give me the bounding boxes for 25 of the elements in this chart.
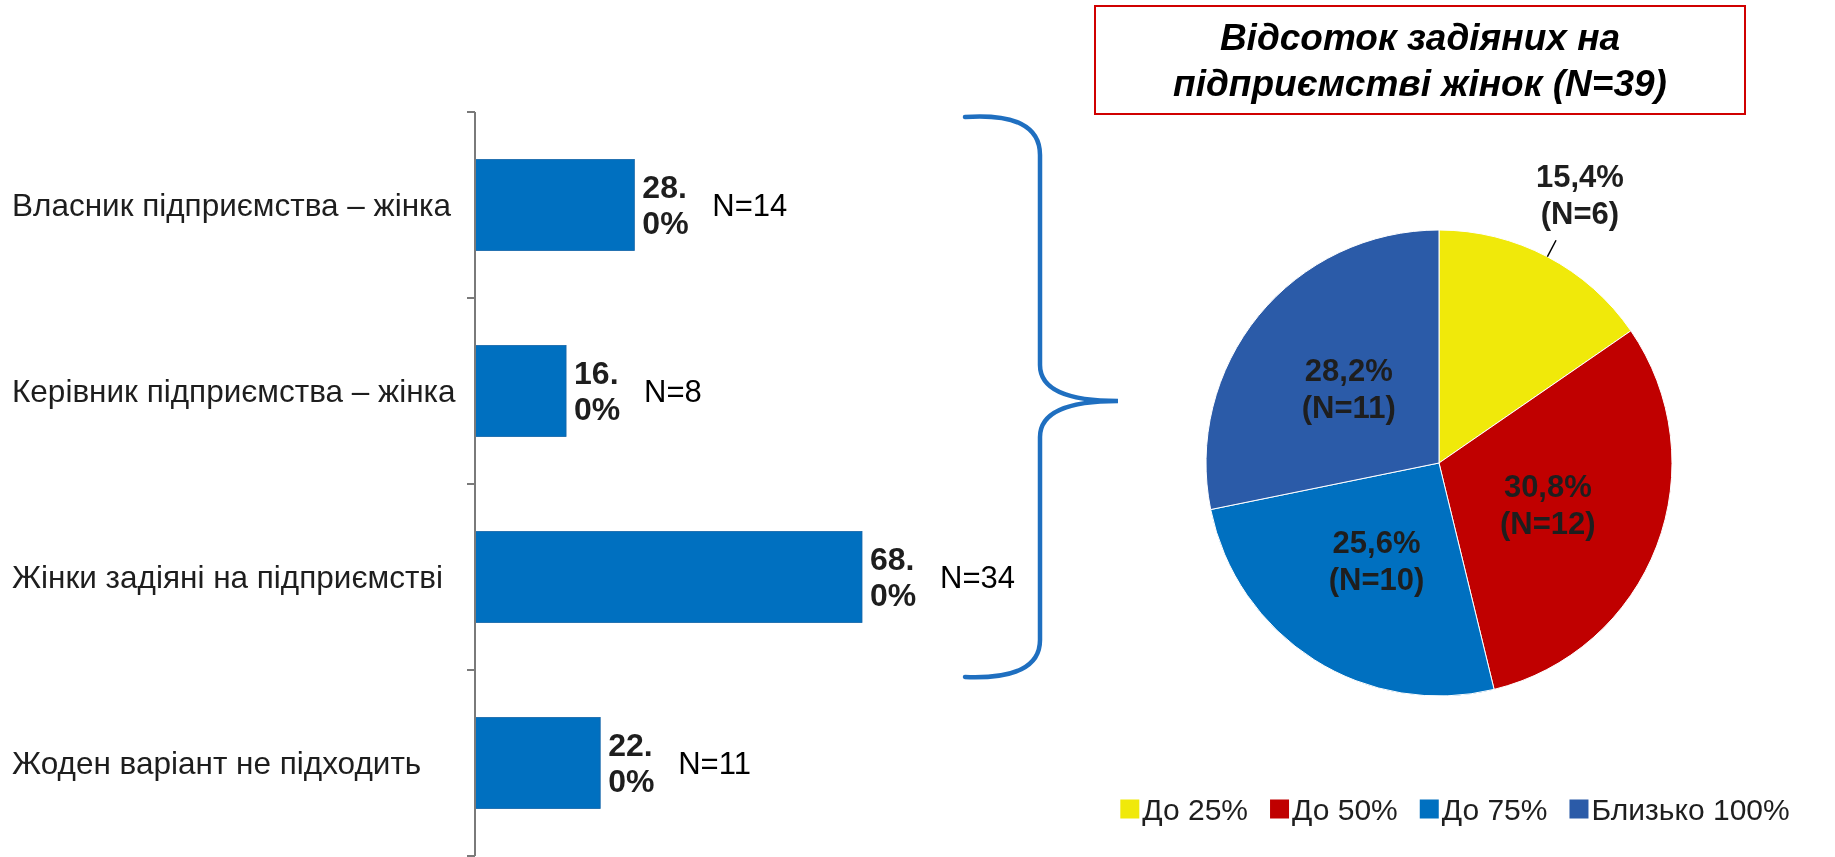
chart-title: Відсоток задіяних на підприємстві жінок (N=39): [1173, 16, 1667, 104]
data-label: 25,6% (N=10): [1328, 525, 1425, 598]
legend-label: До 25%: [1142, 792, 1249, 826]
data-label: 15,4% (N=6): [1535, 158, 1624, 231]
data-label: 28.0%: [642, 169, 689, 241]
y-tick-label: Власник підприємства – жінка: [12, 187, 452, 223]
y-tick-label: Жоден варіант не підходить: [12, 745, 422, 781]
legend-label: До 75%: [1441, 792, 1548, 826]
bar: [474, 159, 635, 251]
annotation: N=14: [712, 187, 788, 223]
annotation: N=8: [644, 373, 702, 409]
bar: [474, 345, 567, 437]
annotation: N=11: [678, 745, 751, 781]
y-tick-label: Жінки задіяні на підприємстві: [12, 559, 444, 595]
data-label: 16.0%: [574, 355, 621, 427]
bar: [474, 717, 601, 809]
data-label: 22.0%: [608, 727, 655, 799]
text: N=34: [940, 559, 1015, 595]
data-label: 28,2% (N=11): [1301, 353, 1396, 426]
bar: [474, 531, 863, 623]
data-label: 68.0%: [870, 541, 917, 613]
legend-label: До 50%: [1292, 792, 1398, 826]
legend-label: Близько 100%: [1591, 792, 1790, 826]
data-label: 30,8% (N=12): [1500, 468, 1596, 541]
y-tick-label: Керівник підприємства – жінка: [12, 373, 457, 409]
